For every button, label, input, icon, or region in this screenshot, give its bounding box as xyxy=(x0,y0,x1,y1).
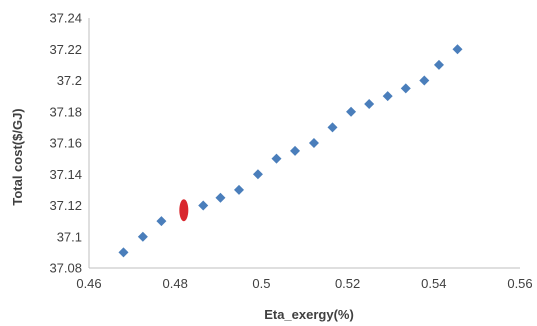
data-point xyxy=(290,145,301,156)
y-tick-label: 37.22 xyxy=(49,42,82,57)
data-point xyxy=(382,91,393,102)
x-tick-label: 0.5 xyxy=(252,276,270,291)
x-axis-ticks: 0.46 0.48 0.5 0.52 0.54 0.56 xyxy=(76,276,532,291)
x-tick-label: 0.52 xyxy=(335,276,360,291)
data-point xyxy=(346,106,357,117)
y-tick-label: 37.24 xyxy=(49,11,82,26)
data-point xyxy=(252,169,263,180)
data-point xyxy=(271,153,282,164)
x-tick-label: 0.56 xyxy=(507,276,532,291)
x-tick-label: 0.48 xyxy=(163,276,188,291)
data-point xyxy=(198,200,209,211)
data-point xyxy=(137,231,148,242)
x-tick-label: 0.46 xyxy=(76,276,101,291)
data-point xyxy=(433,59,444,70)
y-tick-label: 37.16 xyxy=(49,136,82,151)
highlighted-point xyxy=(179,199,189,222)
data-point xyxy=(419,75,430,86)
data-point xyxy=(215,192,226,203)
x-tick-label: 0.54 xyxy=(421,276,446,291)
data-point xyxy=(452,44,463,55)
y-tick-label: 37.14 xyxy=(49,167,82,182)
data-point xyxy=(156,216,167,227)
data-point xyxy=(364,98,375,109)
x-axis-title: Eta_exergy(%) xyxy=(264,307,354,322)
y-tick-label: 37.1 xyxy=(57,229,82,244)
y-tick-label: 37.08 xyxy=(49,261,82,276)
y-tick-label: 37.18 xyxy=(49,104,82,119)
y-axis-title: Total cost($/GJ) xyxy=(10,108,25,205)
data-point xyxy=(118,247,129,258)
data-point xyxy=(327,122,338,133)
y-tick-label: 37.2 xyxy=(57,73,82,88)
y-tick-label: 37.12 xyxy=(49,198,82,213)
data-points xyxy=(118,44,463,258)
y-axis-ticks: 37.08 37.1 37.12 37.14 37.16 37.18 37.2 37.22 37… xyxy=(49,11,82,276)
plot-area xyxy=(88,18,520,269)
data-point xyxy=(308,138,319,148)
data-point xyxy=(233,184,244,195)
data-point xyxy=(400,83,411,94)
